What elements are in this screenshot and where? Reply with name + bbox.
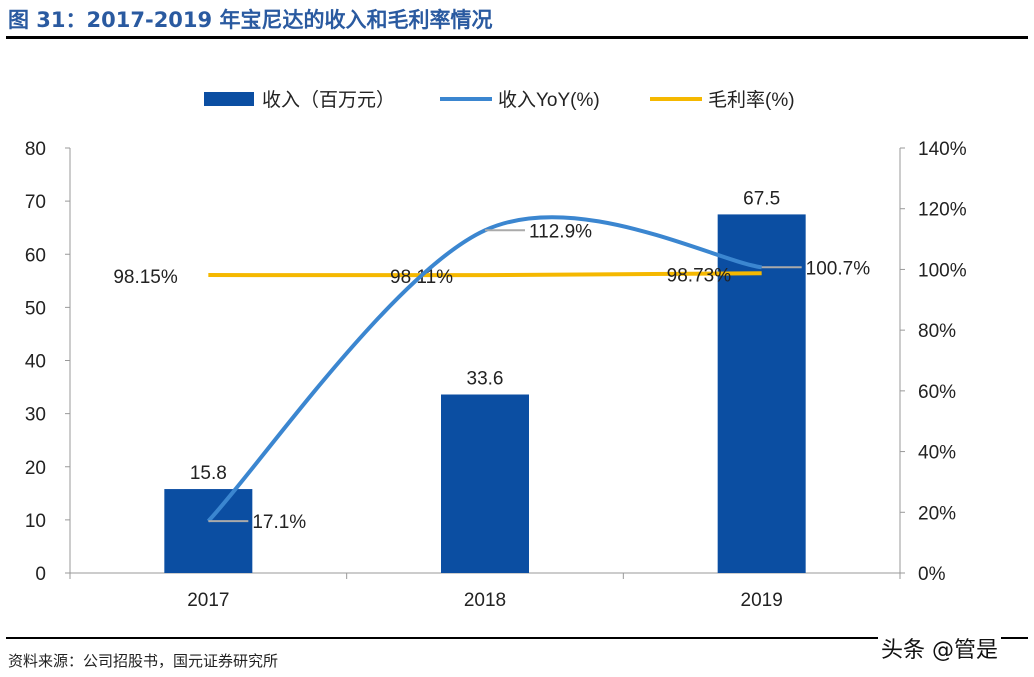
legend-margin-label: 毛利率(%) <box>708 89 795 111</box>
right-tick-label: 140% <box>918 139 967 160</box>
bottom-rule <box>6 637 1028 639</box>
left-tick-label: 70 <box>25 192 46 213</box>
gross-margin-label: 98.15% <box>113 267 178 288</box>
left-tick-label: 40 <box>25 352 46 373</box>
source-note: 资料来源：公司招股书，国元证券研究所 <box>8 652 279 670</box>
left-tick-label: 20 <box>25 458 46 479</box>
right-tick-label: 120% <box>918 200 967 221</box>
yoy-label: 112.9% <box>529 221 592 242</box>
top-rule <box>6 36 1028 39</box>
right-tick-label: 60% <box>918 382 956 403</box>
x-tick-label: 2018 <box>464 590 506 611</box>
revenue-bar <box>441 394 529 573</box>
gross-margin-line <box>208 271 762 278</box>
left-tick-label: 30 <box>25 405 46 426</box>
right-tick-label: 80% <box>918 321 956 342</box>
legend-yoy-label: 收入YoY(%) <box>498 89 600 111</box>
watermark: 头条 @管是 <box>878 632 1001 664</box>
right-tick-label: 0% <box>918 564 946 585</box>
left-tick-label: 0 <box>35 564 46 585</box>
left-tick-label: 10 <box>25 511 46 532</box>
x-tick-label: 2017 <box>187 590 229 611</box>
yoy-label: 17.1% <box>252 512 306 533</box>
figure-title: 图 31：2017-2019 年宝尼达的收入和毛利率情况 <box>8 8 493 32</box>
legend-revenue-label: 收入（百万元） <box>262 89 395 111</box>
right-tick-label: 20% <box>918 503 956 524</box>
gross-margin-label: 98.73% <box>667 265 732 286</box>
right-tick-label: 40% <box>918 443 956 464</box>
yoy-line <box>206 215 762 523</box>
left-tick-label: 50 <box>25 298 46 319</box>
left-tick-label: 60 <box>25 245 46 266</box>
legend-revenue-swatch <box>204 92 254 106</box>
left-tick-label: 80 <box>25 139 46 160</box>
revenue-bar-label: 15.8 <box>190 463 227 484</box>
x-tick-label: 2019 <box>741 590 783 611</box>
yoy-label: 100.7% <box>806 258 871 279</box>
chart: 0 10 20 30 40 50 60 70 80 0% 20% 40% 60% 80% 100% 120% 1… <box>25 89 967 611</box>
right-tick-label: 100% <box>918 260 967 281</box>
revenue-bar <box>164 489 253 573</box>
revenue-bar-label: 33.6 <box>467 369 504 390</box>
revenue-bar-label: 67.5 <box>743 188 780 209</box>
